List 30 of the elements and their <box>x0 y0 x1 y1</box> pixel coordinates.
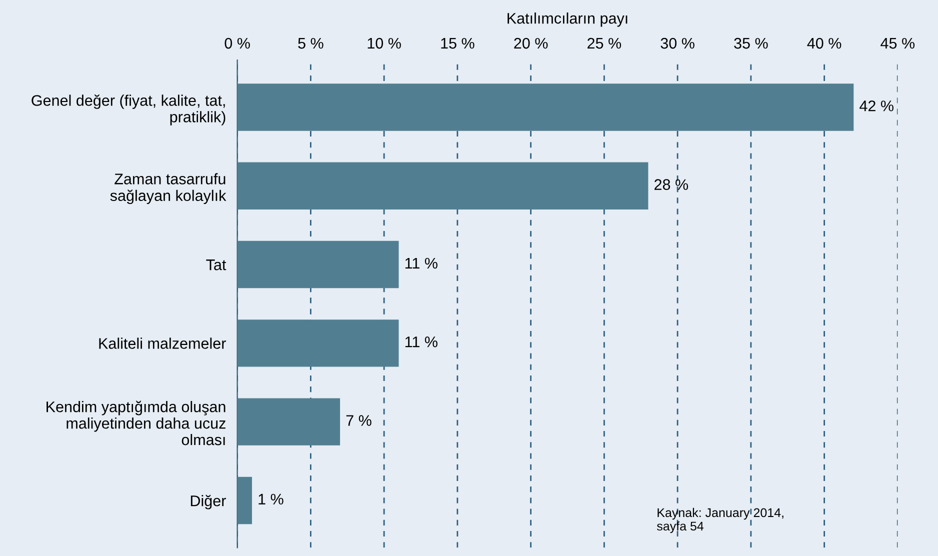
data-label: 11 % <box>405 336 438 348</box>
y-tick-label: Zaman tasarrufu sağlayan kolaylık <box>110 173 226 204</box>
bar <box>237 162 648 210</box>
annotation: Kaynak: January 2014, sayfa 54 <box>656 508 784 534</box>
x-tick-label: 5 % <box>298 38 324 49</box>
bar <box>237 398 340 446</box>
data-label: 42 % <box>860 100 894 112</box>
data-label: 28 % <box>654 179 688 190</box>
y-tick-label: Kaliteli malzemeler <box>99 338 226 349</box>
x-tick-label: 30 % <box>660 38 694 49</box>
data-label: 7 % <box>346 415 372 426</box>
bar <box>237 84 854 131</box>
bar <box>237 476 252 524</box>
y-tick-label: Genel değer (fiyat, kalite, tat, pratiklik) <box>32 94 226 126</box>
x-tick-label: 35 % <box>734 38 768 49</box>
x-tick-label: 45 % <box>880 38 915 49</box>
x-tick-label: 0 % <box>224 38 250 49</box>
y-tick-label: Diğer <box>190 494 226 510</box>
x-axis-title: Katılımcıların payı <box>508 12 628 27</box>
bar <box>237 240 399 288</box>
data-label: 1 % <box>258 494 284 505</box>
x-tick-label: 40 % <box>807 38 842 49</box>
data-label: 11 % <box>405 258 438 269</box>
y-tick-label: Tat <box>206 260 226 270</box>
y-tick-label: Kendim yaptığımda oluşan maliyetinden daha ucuz olması <box>46 400 226 446</box>
x-tick-label: 25 % <box>588 38 622 49</box>
x-tick-label: 10 % <box>368 38 401 49</box>
bar <box>237 320 399 367</box>
x-tick-label: 15 % <box>441 38 474 49</box>
x-tick-label: 20 % <box>514 38 548 49</box>
